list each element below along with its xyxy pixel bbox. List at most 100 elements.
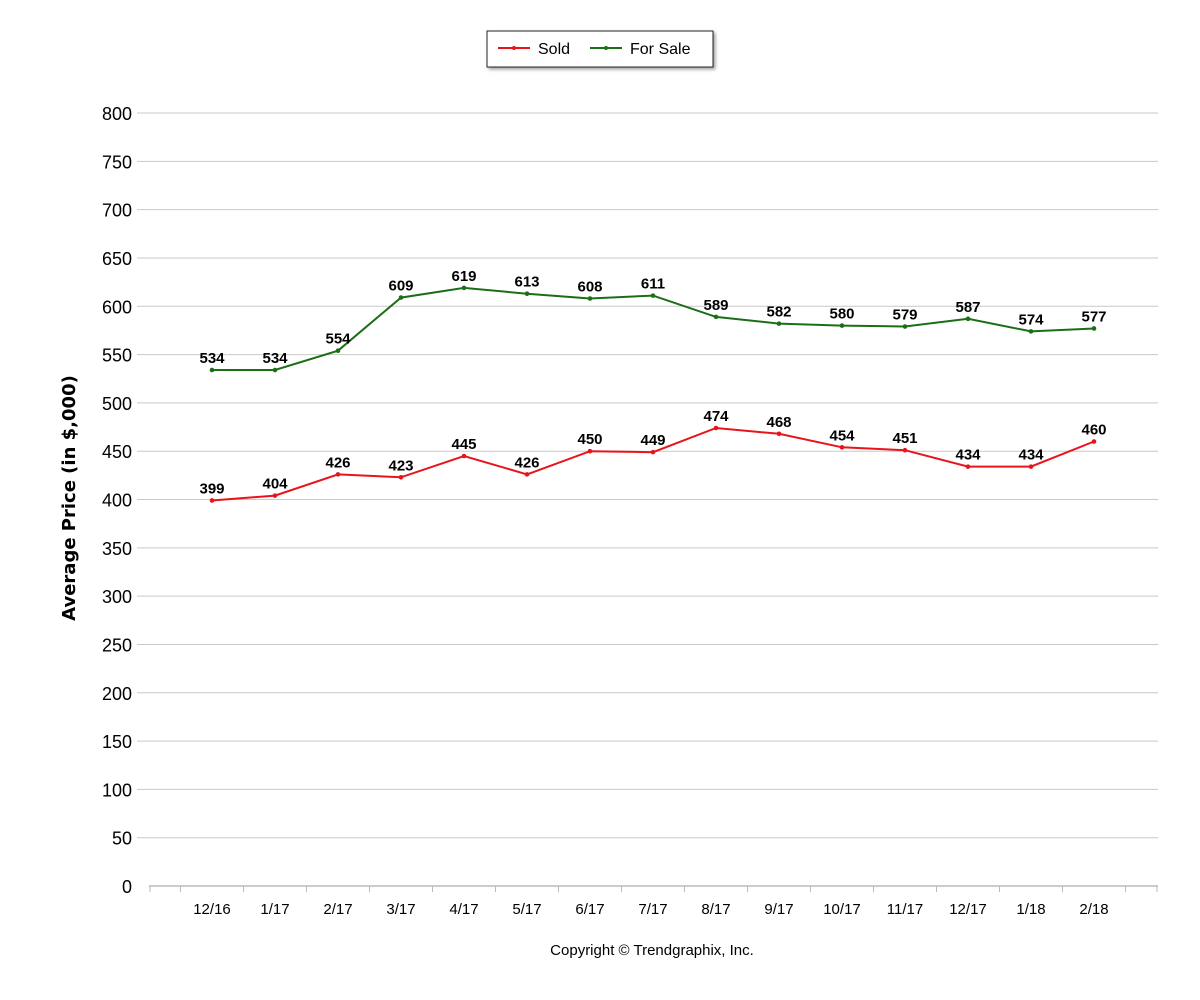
y-tick-label: 200 [102, 684, 132, 704]
legend-item-for-sale: For Sale [590, 41, 691, 58]
series-group: 399 404 426 423 445 426 450 449 474 468 454 451 434 4… [199, 268, 1107, 503]
data-label: 434 [955, 447, 981, 464]
y-tick-label: 750 [102, 152, 132, 172]
data-point [587, 296, 593, 301]
data-point [398, 295, 404, 300]
x-tick-label: 1/17 [260, 901, 289, 918]
data-label: 450 [577, 431, 602, 448]
data-label: 577 [1081, 308, 1106, 325]
legend: Sold For Sale [486, 30, 714, 68]
data-point [965, 316, 971, 322]
data-label: 534 [262, 350, 288, 367]
data-point [209, 367, 215, 373]
data-label: 460 [1081, 422, 1106, 439]
x-tick-label: 2/17 [323, 901, 352, 918]
data-label: 554 [325, 331, 351, 348]
data-point [839, 445, 845, 450]
x-tick-label: 8/17 [701, 901, 730, 918]
x-tick-label: 7/17 [638, 901, 667, 918]
data-label: 608 [577, 279, 602, 296]
data-point [776, 321, 782, 326]
data-point [272, 367, 278, 373]
series-for-sale: 534 534 554 609 619 613 608 611 589 582 580 579 587 5… [199, 268, 1107, 373]
y-tick-label: 600 [102, 297, 132, 317]
y-tick-label: 800 [102, 104, 132, 124]
data-label: 587 [955, 299, 980, 316]
x-tick-label: 12/17 [949, 901, 987, 918]
data-label: 399 [199, 480, 224, 497]
data-label: 611 [641, 276, 665, 293]
data-point [650, 449, 656, 455]
x-tick-label: 9/17 [764, 901, 793, 918]
y-tick-label: 50 [112, 829, 132, 849]
data-label: 454 [829, 427, 855, 444]
data-point [650, 293, 656, 298]
legend-marker [512, 46, 516, 50]
y-tick-label: 100 [102, 780, 132, 800]
data-point [713, 425, 719, 431]
data-label: 451 [892, 430, 917, 447]
series-sold: 399 404 426 423 445 426 450 449 474 468 454 451 434 4… [199, 408, 1107, 503]
data-label: 609 [388, 278, 413, 295]
y-tick-label: 300 [102, 587, 132, 607]
legend-label: Sold [538, 41, 570, 58]
data-point [335, 348, 341, 353]
data-point [965, 464, 971, 469]
y-tick-label: 650 [102, 249, 132, 269]
x-tick-label: 2/18 [1079, 901, 1108, 918]
data-label: 580 [829, 306, 854, 323]
legend-label: For Sale [630, 41, 691, 58]
data-label: 426 [325, 454, 350, 471]
data-point [524, 291, 530, 296]
data-label: 534 [199, 350, 225, 367]
y-axis-label: Average Price (in $,000) [59, 375, 80, 621]
data-point [209, 498, 215, 503]
y-tick-label: 350 [102, 539, 132, 559]
data-point [1091, 439, 1097, 444]
y-tick-label: 0 [122, 877, 132, 897]
data-label: 449 [640, 432, 665, 449]
x-tick-label: 12/16 [193, 901, 231, 918]
data-label: 468 [766, 414, 791, 431]
data-label: 582 [766, 304, 791, 321]
data-label: 404 [262, 476, 288, 493]
data-point [461, 285, 467, 291]
legend-item-sold: Sold [498, 41, 570, 58]
data-label: 574 [1018, 311, 1044, 328]
y-tick-label: 500 [102, 394, 132, 414]
data-label: 619 [451, 268, 476, 285]
data-point [587, 448, 593, 454]
data-label: 426 [514, 454, 539, 471]
y-tick-label: 400 [102, 491, 132, 511]
data-label: 474 [703, 408, 729, 425]
data-label: 579 [892, 307, 917, 324]
data-label: 589 [703, 297, 728, 314]
y-tick-label: 450 [102, 442, 132, 462]
x-tick-label: 1/18 [1016, 901, 1045, 918]
data-point [461, 453, 467, 459]
data-point [398, 474, 404, 480]
copyright-footer: Copyright © Trendgraphix, Inc. [550, 942, 754, 959]
x-axis: 12/16 1/17 2/17 3/17 4/17 5/17 6/17 7/17 8/17 9/1… [149, 885, 1158, 918]
data-point [1091, 326, 1097, 331]
data-point [1028, 329, 1034, 334]
gridlines [137, 112, 1158, 839]
x-tick-label: 4/17 [449, 901, 478, 918]
data-label: 434 [1018, 447, 1044, 464]
y-tick-label: 150 [102, 732, 132, 752]
x-tick-label: 5/17 [512, 901, 541, 918]
x-tick-label: 3/17 [386, 901, 415, 918]
x-tick-label: 6/17 [575, 901, 604, 918]
data-point [902, 324, 908, 329]
x-tick-label: 11/17 [887, 901, 923, 918]
data-point [335, 472, 341, 477]
data-label: 613 [514, 274, 539, 291]
data-point [839, 323, 845, 328]
data-point [902, 447, 908, 453]
y-axis: 0 50 100 150 200 250 300 350 400 450 500 550 600 650 7… [102, 104, 132, 897]
y-tick-label: 700 [102, 201, 132, 221]
y-tick-label: 550 [102, 346, 132, 366]
data-label: 445 [451, 436, 476, 453]
data-point [776, 431, 782, 437]
